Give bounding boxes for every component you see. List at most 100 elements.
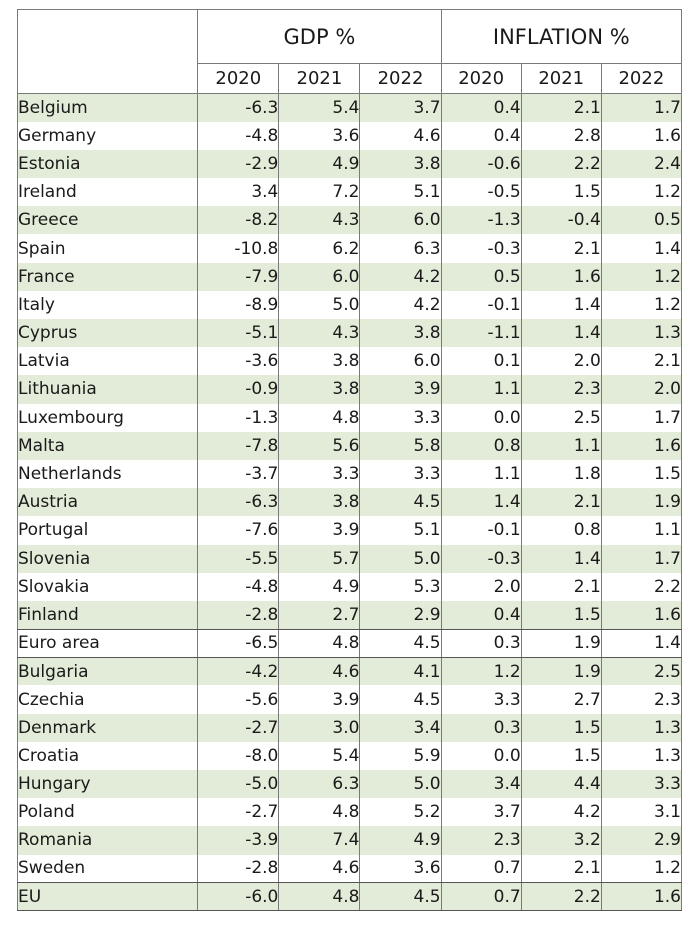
value-cell: 3.9 [278,516,361,545]
value-cell: 1.9 [520,629,602,658]
value-cell: 4.5 [359,882,442,912]
country-cell: Austria [16,488,199,517]
year-header: 2021 [520,63,602,94]
value-cell: 1.4 [520,319,602,348]
year-header: 2021 [278,63,361,94]
table-row: France -7.9 6.0 4.2 0.5 1.6 1.2 [16,262,683,291]
country-cell: Croatia [16,741,199,770]
value-cell: -0.3 [440,234,522,263]
value-cell: 3.4 [197,178,280,207]
table-row: Netherlands -3.7 3.3 3.3 1.1 1.8 1.5 [16,459,683,489]
value-cell: 0.4 [440,600,522,630]
value-cell: 3.3 [359,403,442,432]
value-cell: 2.1 [520,93,602,122]
value-cell: 3.0 [278,713,361,742]
value-cell: 2.0 [520,347,602,376]
value-cell: -6.3 [197,93,280,122]
table-row: Ireland 3.4 7.2 5.1 -0.5 1.5 1.2 [16,178,683,207]
value-cell: 1.1 [600,516,683,545]
value-cell: 2.8 [520,121,602,150]
table-row: Malta -7.8 5.6 5.8 0.8 1.1 1.6 [16,431,683,460]
value-cell: 3.4 [440,770,522,799]
value-cell: -5.5 [197,544,280,573]
value-cell: -5.1 [197,319,280,348]
corner-cell-lower [16,63,199,94]
value-cell: -5.0 [197,770,280,799]
value-cell: 1.6 [600,600,683,630]
value-cell: -4.8 [197,121,280,150]
table-row: Romania -3.9 7.4 4.9 2.3 3.2 2.9 [16,826,683,855]
value-cell: 1.8 [520,459,602,489]
value-cell: -0.1 [440,290,522,319]
value-cell: -8.2 [197,206,280,235]
value-cell: 3.2 [520,826,602,855]
value-cell: 4.9 [359,826,442,855]
value-cell: 5.3 [359,572,442,601]
value-cell: 2.1 [520,234,602,263]
value-cell: 0.8 [440,431,522,460]
value-cell: 1.2 [600,854,683,884]
value-cell: -1.3 [197,403,280,432]
country-cell: Cyprus [16,319,199,348]
value-cell: 0.4 [440,121,522,150]
inflation-header: INFLATION % [440,9,683,64]
country-cell: Poland [16,798,199,827]
value-cell: 2.4 [600,149,683,179]
value-cell: 3.9 [359,375,442,404]
country-cell: Czechia [16,685,199,714]
table-row: Lithuania -0.9 3.8 3.9 1.1 2.3 2.0 [16,375,683,404]
country-cell: Malta [16,431,199,460]
table-row: Czechia -5.6 3.9 4.5 3.3 2.7 2.3 [16,685,683,714]
value-cell: 1.6 [600,431,683,460]
table-row: Spain -10.8 6.2 6.3 -0.3 2.1 1.4 [16,234,683,263]
value-cell: -0.6 [440,149,522,179]
value-cell: -0.5 [440,178,522,207]
value-cell: 1.3 [600,713,683,742]
value-cell: 2.5 [520,403,602,432]
country-cell: Estonia [16,149,199,179]
country-cell: Belgium [16,93,199,122]
value-cell: 6.3 [278,770,361,799]
value-cell: -2.7 [197,713,280,742]
value-cell: 3.8 [359,149,442,179]
value-cell: 1.7 [600,403,683,432]
value-cell: 3.3 [278,459,361,489]
country-cell: Finland [16,600,199,630]
year-header-row: 2020 2021 2022 2020 2021 2022 [16,63,683,94]
value-cell: -3.6 [197,347,280,376]
value-cell: 0.0 [440,403,522,432]
value-cell: 3.4 [359,713,442,742]
value-cell: 1.6 [520,262,602,291]
value-cell: 3.9 [278,685,361,714]
table-row: Sweden -2.8 4.6 3.6 0.7 2.1 1.2 [16,854,683,884]
value-cell: 3.8 [278,375,361,404]
value-cell: 4.5 [359,685,442,714]
gdp-header: GDP % [197,9,442,64]
table-row: Hungary -5.0 6.3 5.0 3.4 4.4 3.3 [16,770,683,799]
value-cell: -2.8 [197,600,280,630]
value-cell: -3.9 [197,826,280,855]
value-cell: 0.0 [440,741,522,770]
value-cell: 2.2 [600,572,683,601]
value-cell: -7.6 [197,516,280,545]
country-cell: France [16,262,199,291]
year-header: 2020 [197,63,280,94]
year-header: 2022 [359,63,442,94]
value-cell: 0.8 [520,516,602,545]
value-cell: 1.4 [600,234,683,263]
value-cell: 5.4 [278,741,361,770]
value-cell: 0.5 [600,206,683,235]
country-cell: Slovakia [16,572,199,601]
value-cell: 4.5 [359,488,442,517]
value-cell: 2.9 [359,600,442,630]
value-cell: -8.0 [197,741,280,770]
country-cell: Slovenia [16,544,199,573]
value-cell: 6.0 [359,206,442,235]
value-cell: 5.1 [359,516,442,545]
table-row: Slovakia -4.8 4.9 5.3 2.0 2.1 2.2 [16,572,683,601]
value-cell: 1.5 [600,459,683,489]
value-cell: 5.0 [278,290,361,319]
country-cell: Luxembourg [16,403,199,432]
value-cell: -6.5 [197,629,280,658]
value-cell: 1.6 [600,882,683,912]
